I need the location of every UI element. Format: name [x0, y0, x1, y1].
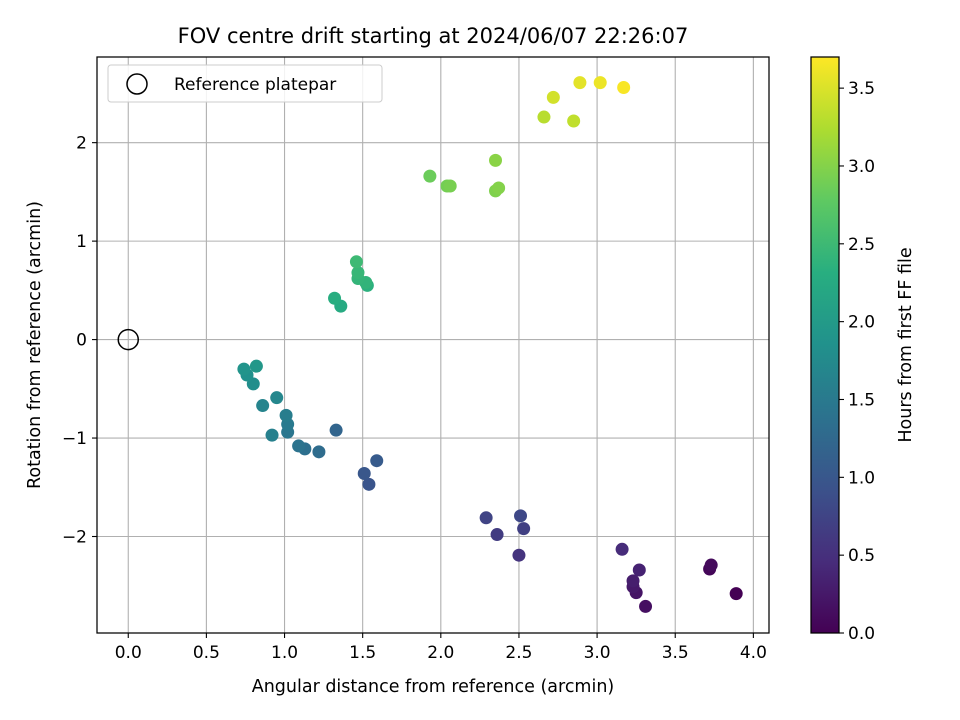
data-point [567, 114, 581, 128]
data-point [249, 359, 263, 373]
x-tick-label: 0.0 [115, 643, 142, 663]
data-point [573, 76, 587, 90]
x-tick-label: 4.0 [740, 643, 767, 663]
colorbar-tick-label: 3.0 [848, 157, 875, 177]
x-tick-label: 0.5 [193, 643, 220, 663]
colorbar [810, 56, 840, 634]
plot-frame [96, 56, 770, 634]
data-point [443, 179, 457, 193]
x-tick-label: 3.5 [662, 643, 689, 663]
data-point [489, 153, 503, 167]
data-point [514, 509, 528, 523]
data-point [626, 574, 640, 588]
y-axis-label: Rotation from reference (arcmin) [25, 201, 45, 489]
data-point [349, 255, 363, 269]
data-point [279, 408, 293, 422]
data-points [237, 76, 743, 613]
data-point [312, 445, 326, 459]
colorbar-tick-label: 3.5 [848, 79, 875, 99]
data-point [490, 528, 504, 542]
x-tick-label: 1.5 [349, 643, 376, 663]
data-point [537, 110, 551, 124]
data-point [639, 599, 653, 613]
data-point [704, 558, 718, 572]
colorbar-label: Hours from first FF file [896, 247, 916, 442]
data-point [357, 466, 371, 480]
x-axis-ticks: 0.0 0.5 1.0 1.5 2.0 2.5 3.0 3.5 4.0 [115, 633, 767, 663]
data-point [546, 90, 560, 104]
colorbar-tick-label: 0.0 [848, 624, 875, 644]
legend-box [107, 64, 383, 103]
colorbar-ticks: 0.0 0.5 1.0 1.5 2.0 2.5 3.0 3.5 [839, 79, 875, 644]
data-point [328, 291, 342, 305]
data-point [362, 477, 376, 491]
y-axis-ticks: −2 −1 0 1 2 [62, 134, 97, 548]
data-point [593, 76, 607, 90]
data-point [292, 439, 306, 453]
data-point [265, 428, 279, 442]
data-point [492, 181, 506, 195]
x-tick-label: 2.5 [505, 643, 532, 663]
colorbar-tick-label: 2.0 [848, 313, 875, 333]
data-point [423, 169, 437, 183]
data-point [479, 511, 493, 525]
data-point [270, 391, 284, 405]
y-tick-label: 0 [76, 331, 87, 351]
colorbar-tick-label: 1.0 [848, 468, 875, 488]
data-point [512, 548, 526, 562]
x-tick-label: 1.0 [271, 643, 298, 663]
colorbar-tick-label: 2.5 [848, 235, 875, 255]
colorbar-tick-label: 1.5 [848, 390, 875, 410]
colorbar-tick-label: 0.5 [848, 546, 875, 566]
legend-label: Reference platepar [174, 75, 336, 95]
y-tick-label: 1 [76, 232, 87, 252]
y-tick-label: 2 [76, 134, 87, 154]
y-tick-label: −2 [62, 528, 87, 548]
data-point [370, 454, 384, 468]
data-point [351, 266, 365, 280]
reference-marker-layer [117, 328, 140, 351]
data-point [256, 399, 270, 413]
data-point [517, 522, 531, 536]
data-point [617, 81, 631, 95]
x-axis-label: Angular distance from reference (arcmin) [252, 677, 615, 697]
x-tick-label: 3.0 [584, 643, 611, 663]
legend-marker [126, 73, 148, 95]
data-point [237, 362, 251, 376]
data-point [329, 423, 343, 437]
data-point [729, 587, 743, 601]
legend: Reference platepar [107, 64, 383, 103]
reference-platepar-marker [117, 328, 140, 351]
chart-title: FOV centre drift starting at 2024/06/07 … [178, 24, 689, 48]
data-point [632, 563, 646, 577]
grid [97, 57, 769, 633]
data-point [615, 542, 629, 556]
y-tick-label: −1 [62, 429, 87, 449]
x-tick-label: 2.0 [427, 643, 454, 663]
